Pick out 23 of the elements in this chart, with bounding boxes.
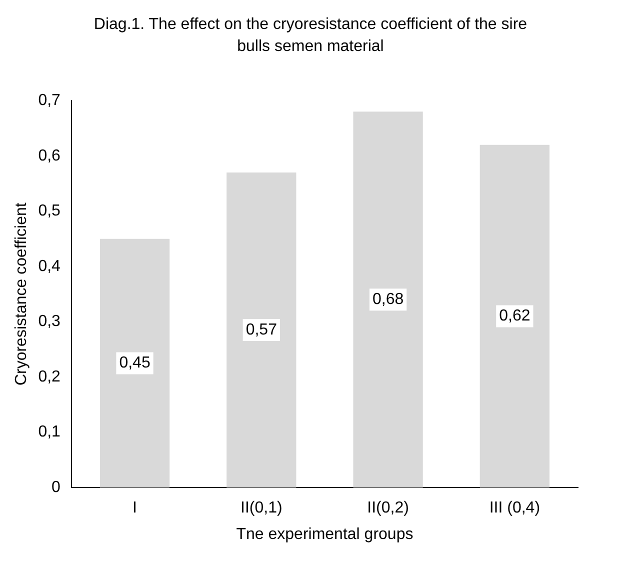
bar	[226, 172, 296, 488]
y-tick-label: 0,2	[38, 368, 61, 386]
x-tick-label: II(0,2)	[367, 500, 409, 517]
bar	[100, 238, 170, 488]
y-tick-label: 0,5	[38, 202, 61, 220]
bar	[480, 144, 550, 488]
data-label: 0,57	[246, 321, 278, 338]
y-tick-label: 0,4	[38, 258, 61, 275]
x-tick-label: II(0,1)	[240, 500, 282, 517]
y-tick-label: 0	[52, 479, 61, 496]
bar	[353, 112, 423, 488]
y-tick-label: 0,3	[38, 313, 61, 330]
x-tick-label: III (0,4)	[489, 500, 540, 517]
x-axis-title: Tne experimental groups	[236, 526, 414, 543]
data-label: 0,68	[372, 291, 404, 308]
data-label: 0,62	[499, 308, 530, 325]
x-tick-label: I	[132, 500, 137, 517]
y-tick-label: 0,1	[38, 424, 61, 441]
chart-title: Diag.1. The effect on the cryoresistance coefficient of the sire bulls semen material	[92, 15, 528, 57]
data-label: 0,45	[119, 354, 150, 372]
y-axis-title: Cryoresistance coefficient	[13, 202, 30, 386]
y-tick-label: 0,7	[38, 92, 61, 110]
y-tick-label: 0,6	[38, 147, 61, 164]
